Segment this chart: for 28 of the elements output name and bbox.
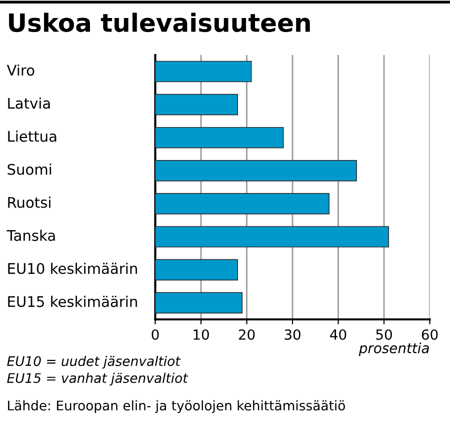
bar [155, 60, 252, 82]
bar [155, 292, 243, 314]
x-tick-label: 30 [284, 329, 300, 340]
text: Lähde: Euroopan elin- ja työolojen kehittämissäätiö [8, 400, 345, 414]
x-tick-label: 0 [152, 329, 159, 340]
y-tick-label: Suomi [8, 164, 52, 175]
text: EU15 = vanhat jäsenvaltiot [7, 372, 188, 386]
x-tick-label: 40 [330, 329, 346, 340]
y-tick-label: EU15 keskimäärin [8, 296, 137, 308]
x-axis-title: prosenttia [358, 342, 429, 356]
x-tick-label: 60 [422, 329, 438, 340]
bar [155, 94, 238, 116]
bar [155, 259, 238, 280]
bar [155, 193, 330, 214]
y-tick-label: Liettua [8, 130, 56, 142]
bar [155, 226, 389, 248]
y-tick-label: Ruotsi [8, 196, 50, 208]
bar [155, 126, 284, 148]
y-tick-label: Tanska [6, 230, 55, 241]
x-tick-label: 10 [194, 329, 209, 340]
y-tick-label: Latvia [8, 98, 50, 109]
y-tick-label: EU10 keskimäärin [8, 262, 137, 274]
text: EU10 = uudet jäsenvaltiot [7, 356, 181, 369]
x-tick-label: 50 [376, 329, 392, 340]
x-tick-label: 20 [238, 329, 255, 340]
y-tick-label: Viro [6, 64, 34, 76]
chart-title: Uskoa tulevaisuuteen [9, 12, 310, 32]
bar [155, 160, 357, 182]
